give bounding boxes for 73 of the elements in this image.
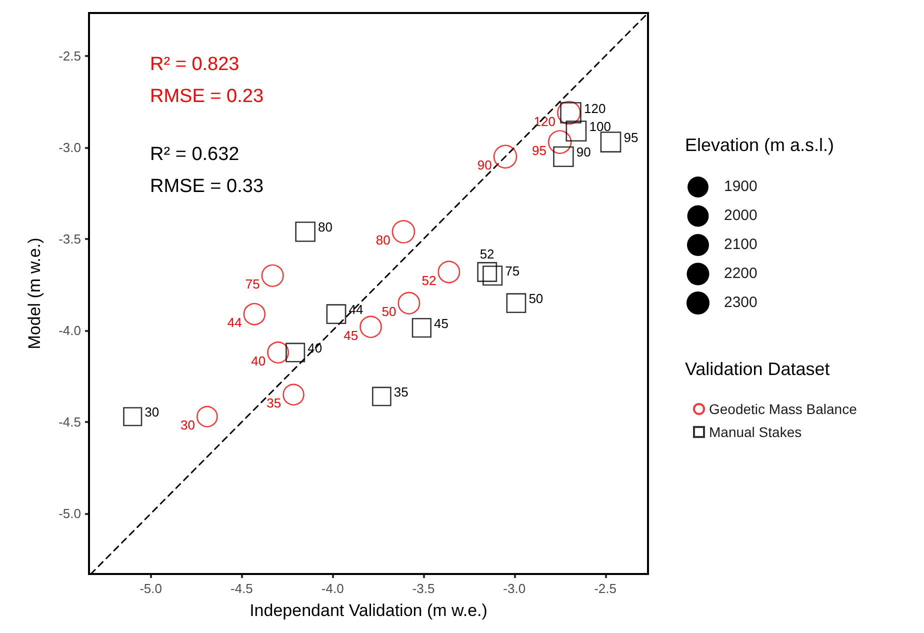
point	[566, 120, 587, 142]
point	[326, 304, 346, 324]
annotation: RMSE = 0.33	[150, 176, 264, 197]
x-tick-label: -3.0	[503, 581, 526, 596]
point	[286, 342, 306, 362]
annotation: 35	[394, 384, 408, 400]
point	[482, 266, 503, 286]
annotation: 90	[477, 158, 492, 173]
legend-label: 2300	[724, 294, 758, 311]
text: Elevation (m a.s.l.)	[685, 135, 834, 155]
point	[243, 302, 266, 326]
x-axis-title: Independant Validation (m w.e.)	[250, 601, 488, 620]
point	[123, 407, 142, 426]
legend-label: 2000	[724, 207, 758, 224]
point	[438, 260, 460, 284]
annotation: 100	[589, 119, 611, 134]
y-tick-label: -2.5	[58, 48, 81, 64]
annotation: 75	[245, 276, 260, 292]
annotation: RMSE = 0.23	[150, 86, 264, 107]
annotation: 95	[624, 130, 638, 146]
x-tick-label: -5.0	[140, 581, 162, 596]
annotation: 44	[227, 315, 242, 330]
annotation: 50	[382, 304, 396, 320]
y-tick-label: -5.0	[58, 506, 81, 522]
point	[493, 144, 518, 169]
annotation: 52	[480, 246, 494, 262]
annotation: 50	[528, 291, 544, 306]
x-tick-label: -2.5	[594, 581, 616, 596]
point	[506, 293, 526, 314]
point	[196, 406, 218, 428]
point	[600, 132, 622, 152]
point	[412, 318, 432, 338]
point	[360, 316, 382, 338]
legend-label: 2100	[724, 236, 758, 253]
annotation: 90	[576, 144, 591, 160]
point	[261, 264, 284, 287]
point	[398, 292, 420, 314]
annotation: 40	[251, 354, 266, 369]
annotation: 95	[532, 143, 546, 158]
point	[553, 146, 574, 168]
point	[372, 386, 392, 406]
annotation: 30	[144, 404, 160, 420]
annotation: 45	[344, 328, 358, 343]
x-tick-label: -3.5	[412, 581, 435, 596]
annotation: 35	[266, 396, 282, 411]
annotation: 45	[434, 316, 448, 331]
legend-title: Validation Dataset	[685, 359, 830, 379]
point	[282, 384, 304, 406]
annotation: R² = 0.823	[150, 54, 240, 75]
y-tick-label: -4.0	[58, 323, 81, 338]
y-tick-label: -3.5	[58, 232, 81, 247]
annotation: 52	[422, 272, 436, 288]
y-tick-label: -3.0	[58, 140, 81, 156]
legend-label: 1900	[724, 178, 758, 195]
x-tick-label: -4.5	[230, 581, 253, 596]
point	[477, 262, 498, 282]
annotation: 80	[318, 220, 333, 235]
point	[267, 342, 290, 364]
y-axis-title: Model (m w.e.)	[25, 238, 44, 350]
point	[295, 222, 316, 242]
annotation: 80	[376, 232, 390, 248]
annotation: 44	[348, 302, 364, 318]
legend-label: 2200	[724, 265, 758, 282]
x-tick-label: -4.0	[321, 581, 344, 596]
legend-label: Manual Stakes	[709, 424, 802, 440]
legend-label: Geodetic Mass Balance	[709, 401, 858, 417]
point	[392, 220, 416, 244]
y-tick-label: -4.5	[58, 414, 81, 430]
point	[548, 130, 572, 154]
annotation: 30	[180, 418, 195, 433]
annotation: 75	[505, 264, 520, 279]
annotation: 120	[584, 100, 606, 116]
annotation: R² = 0.632	[150, 144, 240, 165]
